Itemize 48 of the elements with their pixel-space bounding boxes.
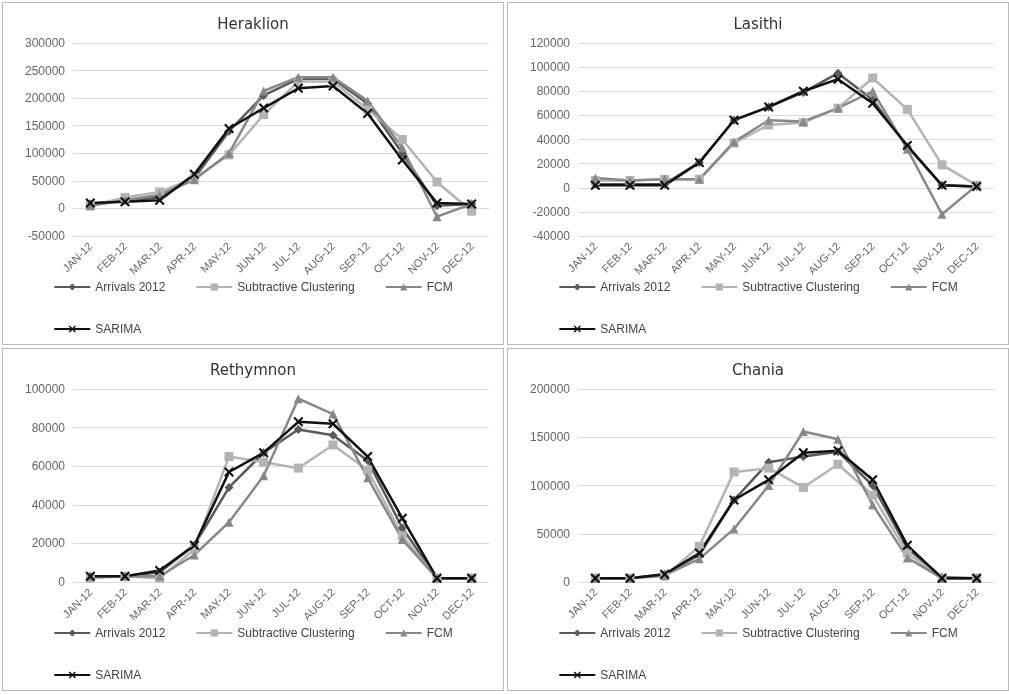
y-tick-label: 100000 [529, 60, 571, 75]
y-tick-label: 100000 [24, 382, 66, 396]
y-tick-label: 200000 [529, 382, 571, 396]
y-tick-label: 150000 [529, 430, 571, 445]
legend-label: Arrivals 2012 [600, 280, 671, 294]
y-tick-label: 50000 [536, 526, 571, 541]
legend-label: FCM [426, 280, 453, 294]
y-tick-label: 0 [563, 180, 571, 195]
legend-label: Subtractive Clustering [237, 280, 355, 294]
legend-label: FCM [931, 626, 958, 640]
y-tick-label: 150000 [24, 118, 66, 133]
y-tick-label: 20000 [31, 536, 66, 551]
y-tick-label: 80000 [31, 420, 66, 435]
y-tick-label: 0 [563, 575, 571, 589]
legend-label: Arrivals 2012 [95, 280, 166, 294]
legend-label: FCM [426, 626, 453, 640]
y-tick-label: 100000 [24, 146, 66, 161]
legend-label: Subtractive Clustering [742, 626, 860, 640]
chart-title: Heraklion [217, 14, 289, 33]
legend-label: SARIMA [600, 322, 647, 336]
y-tick-label: 100000 [529, 478, 571, 493]
legend-label: Arrivals 2012 [600, 626, 671, 640]
legend-label: Arrivals 2012 [95, 626, 166, 640]
y-tick-label: 120000 [529, 36, 571, 50]
legend-label: Subtractive Clustering [237, 626, 355, 640]
legend-label: SARIMA [95, 668, 142, 682]
y-tick-label: 60000 [31, 459, 66, 474]
y-tick-label: 200000 [24, 91, 66, 106]
y-tick-label: 40000 [31, 497, 66, 512]
y-tick-label: -50000 [27, 229, 66, 243]
y-tick-label: -20000 [532, 204, 571, 219]
chart-title: Lasithi [733, 14, 783, 33]
y-tick-label: -40000 [532, 229, 571, 243]
legend-label: Subtractive Clustering [742, 280, 860, 294]
y-tick-label: 50000 [31, 173, 66, 188]
legend-label: SARIMA [600, 668, 647, 682]
y-tick-label: 80000 [536, 84, 571, 99]
y-tick-label: 20000 [536, 156, 571, 171]
y-tick-label: 250000 [24, 63, 66, 78]
legend-label: FCM [931, 280, 958, 294]
chart-title: Chania [731, 360, 785, 379]
chart-title: Rethymnon [209, 360, 297, 379]
y-tick-label: 60000 [536, 108, 571, 123]
legend-label: SARIMA [95, 322, 142, 336]
y-tick-label: 0 [58, 201, 66, 216]
y-tick-label: 40000 [536, 132, 571, 147]
y-tick-label: 0 [58, 575, 66, 589]
y-tick-label: 300000 [24, 36, 66, 50]
